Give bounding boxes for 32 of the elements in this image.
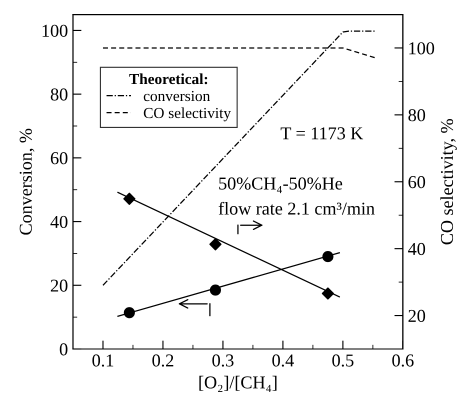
y2-tick-label: 80 — [408, 109, 426, 122]
annotation: flow rate 2.1 cm³/min — [218, 202, 375, 215]
y2-axis-title: CO selectivity, % — [440, 119, 457, 244]
x-tick-label: 0.4 — [272, 354, 294, 367]
y2-tick-label: 20 — [408, 310, 426, 322]
x-tick-label: 0.3 — [212, 354, 234, 367]
y2-tick-label: 40 — [408, 242, 426, 256]
y-tick-label: 40 — [50, 216, 68, 228]
x-axis-title: [O₂]/[CH₄] — [199, 376, 276, 392]
y2-tick-label: 100 — [409, 42, 434, 54]
legend-title: Theoretical: — [129, 73, 208, 84]
point — [123, 192, 136, 205]
y-tick-label: 0 — [60, 343, 68, 356]
y-tick-label: 60 — [50, 152, 68, 164]
annotation: 50%CH₄-50%He — [219, 177, 342, 194]
y-tick-label: 20 — [50, 280, 68, 292]
legend-label: CO selectivity — [144, 107, 231, 122]
x-tick-label: 0.5 — [332, 354, 354, 367]
point — [124, 307, 135, 318]
x-tick-label: 0.2 — [152, 354, 174, 367]
y-tick-label: 80 — [50, 88, 68, 101]
point — [322, 251, 334, 262]
x-tick-label: 0.1 — [92, 354, 114, 367]
legend-label: conversion — [144, 90, 210, 102]
y-axis-title: Conversion, % — [20, 128, 34, 235]
point — [322, 287, 334, 300]
point — [209, 238, 222, 250]
x-tick-label: 0.6 — [392, 354, 414, 367]
annotation: T = 1173 K — [280, 127, 364, 140]
y2-tick-label: 60 — [408, 176, 426, 188]
y-tick-label: 100 — [42, 24, 68, 37]
point — [210, 284, 221, 296]
